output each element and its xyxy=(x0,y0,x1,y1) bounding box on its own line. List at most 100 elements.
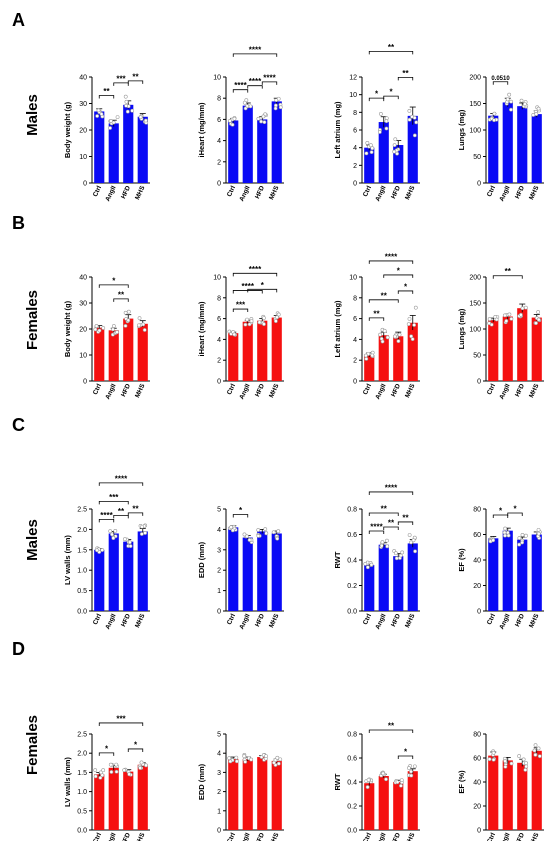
y-tick-label: 10 xyxy=(213,275,221,282)
data-point xyxy=(127,540,132,545)
panel-letter-a: A xyxy=(12,10,25,30)
bar xyxy=(488,755,499,830)
y-tick-label: 0.2 xyxy=(347,804,357,811)
data-point xyxy=(393,551,398,556)
data-point xyxy=(412,133,417,138)
category-label: HFD xyxy=(254,383,266,398)
data-point xyxy=(503,764,508,769)
significance-bracket xyxy=(368,299,399,303)
data-point xyxy=(126,309,131,314)
significance-label: * xyxy=(513,505,517,514)
row-label-males-a: Males xyxy=(24,94,41,136)
y-tick-label: 0.8 xyxy=(347,507,357,514)
data-point xyxy=(523,768,528,772)
significance-label: **** xyxy=(385,483,398,492)
y-tick-label: 150 xyxy=(469,101,481,108)
significance-bracket xyxy=(397,521,414,525)
category-label: HFD xyxy=(390,832,402,841)
data-point xyxy=(520,532,525,537)
y-tick-label: 100 xyxy=(469,128,481,135)
data-point xyxy=(384,777,388,782)
chart-5: 0 10 20 30 40 Body weight (g) Ctrl AngII HFD MHS *… xyxy=(63,275,150,401)
row-label-females-b: Females xyxy=(24,290,41,350)
y-tick-label: 2.0 xyxy=(77,527,87,534)
y-tick-label: 30 xyxy=(79,101,87,108)
data-point xyxy=(256,116,261,121)
significance-bracket xyxy=(383,95,399,100)
category-label: Ctrl xyxy=(226,185,237,198)
bar xyxy=(407,115,418,183)
y-tick-label: 1.5 xyxy=(77,547,87,554)
bar xyxy=(137,323,148,381)
y-tick-label: 0 xyxy=(353,379,357,386)
bar xyxy=(364,147,375,183)
y-axis-label: RWT xyxy=(333,551,342,568)
data-point xyxy=(509,761,514,766)
y-tick-label: 4 xyxy=(353,145,357,152)
data-point xyxy=(256,533,261,538)
y-tick-label: 2.0 xyxy=(77,751,87,758)
category-label: AngII xyxy=(498,613,511,631)
data-point xyxy=(93,327,98,332)
chart-16: 0 20 40 60 80 EF (%) Ctrl AngII HFD MHS xyxy=(457,732,544,841)
data-point xyxy=(414,120,419,125)
y-tick-label: 40 xyxy=(79,75,87,82)
category-label: MHS xyxy=(134,612,147,629)
data-point xyxy=(276,761,281,766)
category-label: MHS xyxy=(404,382,417,399)
data-point xyxy=(521,757,526,762)
y-tick-label: 100 xyxy=(469,327,481,334)
data-point xyxy=(276,312,281,317)
category-label: Ctrl xyxy=(92,613,103,626)
category-label: AngII xyxy=(374,832,387,841)
category-label: MHS xyxy=(404,831,417,841)
category-label: AngII xyxy=(104,613,117,631)
y-tick-label: 1.0 xyxy=(77,568,87,575)
data-point xyxy=(523,102,527,107)
significance-bracket xyxy=(507,512,523,517)
bar xyxy=(407,322,418,381)
y-tick-label: 5 xyxy=(217,507,221,514)
data-point xyxy=(385,538,389,543)
significance-label: *** xyxy=(236,301,246,310)
data-point xyxy=(111,327,115,332)
data-point xyxy=(519,98,524,103)
data-point xyxy=(502,313,507,318)
significance-bracket xyxy=(98,518,115,523)
significance-label: ** xyxy=(103,87,110,96)
data-point xyxy=(144,763,148,768)
y-tick-label: 20 xyxy=(79,327,87,334)
data-point xyxy=(272,760,276,765)
category-label: MHS xyxy=(268,831,281,841)
significance-label: * xyxy=(404,748,408,757)
significance-label: * xyxy=(499,507,503,516)
data-point xyxy=(278,105,283,110)
bar xyxy=(271,101,282,183)
y-tick-label: 6 xyxy=(217,316,221,323)
bar xyxy=(364,783,375,830)
data-point xyxy=(503,526,508,531)
data-point xyxy=(234,755,239,760)
y-tick-label: 10 xyxy=(79,353,87,360)
data-point xyxy=(392,143,397,148)
category-label: HFD xyxy=(514,383,526,398)
data-point xyxy=(537,754,542,759)
data-point xyxy=(502,530,507,535)
category-label: HFD xyxy=(254,185,266,200)
chart-9: 0.0 0.5 1.0 1.5 2.0 2.5 LV walls (mm) Ctrl AngII… xyxy=(63,474,150,631)
bar xyxy=(257,320,268,381)
data-point xyxy=(406,766,411,770)
y-tick-label: 0 xyxy=(353,181,357,188)
significance-label: * xyxy=(239,506,243,515)
category-label: HFD xyxy=(120,832,132,841)
bar xyxy=(488,320,499,381)
data-point xyxy=(369,562,374,567)
data-point xyxy=(138,115,143,120)
data-point xyxy=(492,111,497,116)
bar xyxy=(228,758,239,830)
y-tick-label: 80 xyxy=(473,732,481,739)
data-point xyxy=(142,328,147,332)
data-point xyxy=(109,119,113,123)
